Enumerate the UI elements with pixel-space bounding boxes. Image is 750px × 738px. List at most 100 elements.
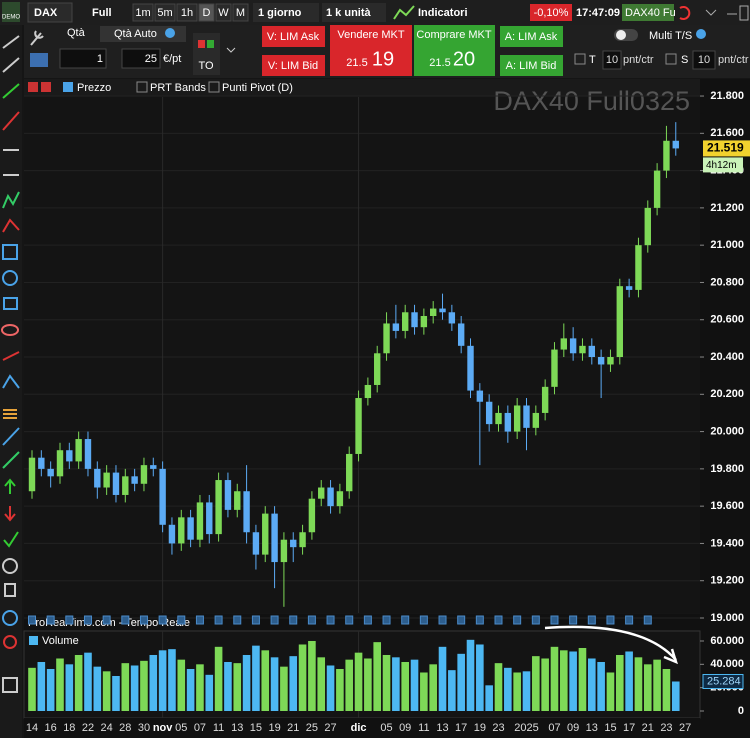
ticker[interactable]: DAX40 Fu xyxy=(625,7,676,19)
volume-bar xyxy=(392,657,400,711)
x-tick-label: 07 xyxy=(194,722,206,734)
legend-icon[interactable] xyxy=(41,82,51,92)
event-icon xyxy=(233,615,242,625)
volume-bar xyxy=(532,656,540,711)
sell-mkt-btn[interactable] xyxy=(330,25,412,76)
buy-lim-bid-btn[interactable] xyxy=(500,55,563,76)
price-panel xyxy=(24,97,700,613)
x-tick-label: 25 xyxy=(306,722,318,734)
buy-lim-ask[interactable]: A: LIM Ask xyxy=(505,31,558,43)
buy-price-suffix[interactable]: 20 xyxy=(453,48,475,70)
qty-auto-box[interactable] xyxy=(100,26,186,42)
legend-bands[interactable]: PRT Bands xyxy=(150,82,206,94)
timeframe-btn[interactable] xyxy=(132,3,154,22)
candle-body xyxy=(383,323,390,354)
x-tick-label: 17 xyxy=(623,722,635,734)
timeframe[interactable]: 5m xyxy=(157,7,172,19)
buy-mkt-btn[interactable] xyxy=(414,25,495,76)
t-value[interactable]: 10 xyxy=(606,54,618,66)
legend-pivot[interactable]: Punti Pivot (D) xyxy=(222,82,293,94)
s-input[interactable] xyxy=(692,50,716,70)
x-tick-label: 30 xyxy=(138,722,150,734)
instrument[interactable]: DAX xyxy=(34,7,58,19)
t-input[interactable] xyxy=(602,50,622,70)
units[interactable]: 1 k unità xyxy=(326,7,372,19)
period[interactable]: 1 giorno xyxy=(258,7,302,19)
qty-input[interactable] xyxy=(59,48,107,69)
indicators[interactable]: Indicatori xyxy=(418,7,468,19)
s-value[interactable]: 10 xyxy=(698,54,710,66)
sell-lim-bid[interactable]: V: LIM Bid xyxy=(268,60,318,72)
timeframe-btn[interactable] xyxy=(198,3,215,22)
y-tick-label: 20.600 xyxy=(710,314,744,326)
y-tick-label: 19.800 xyxy=(710,463,744,475)
timeframe[interactable]: 1h xyxy=(181,7,193,19)
y-tick-label: 40.000 xyxy=(710,658,744,670)
legend-checkbox[interactable] xyxy=(208,81,220,93)
candle-body xyxy=(485,401,493,425)
candle-body xyxy=(364,384,372,399)
s-checkbox[interactable] xyxy=(665,53,677,65)
dropdown[interactable] xyxy=(226,47,236,53)
y-tick-label: 60.000 xyxy=(710,635,744,647)
sell-mkt[interactable]: Vendere MKT xyxy=(337,29,405,41)
timeframe-btn[interactable] xyxy=(232,3,249,22)
legend-icon[interactable] xyxy=(28,82,38,92)
sell-price-suffix[interactable]: 19 xyxy=(372,48,394,70)
qty-auto[interactable]: Qtà Auto xyxy=(114,28,157,40)
timeframe[interactable]: M xyxy=(236,7,245,19)
timeframe[interactable]: W xyxy=(218,7,229,19)
last-volume-box xyxy=(702,673,744,689)
legend-checkbox[interactable] xyxy=(136,81,148,93)
to-box[interactable] xyxy=(193,33,220,75)
volume-bar xyxy=(541,658,549,711)
volume-bar xyxy=(177,659,186,711)
buy-price-prefix[interactable]: 21.5 xyxy=(429,57,450,69)
candle-body xyxy=(653,170,661,208)
candle-body xyxy=(168,524,176,544)
ticker-box[interactable] xyxy=(622,4,674,21)
window-icons[interactable] xyxy=(705,5,749,21)
period-box[interactable] xyxy=(253,3,319,22)
t-checkbox[interactable] xyxy=(574,53,586,65)
to[interactable]: TO xyxy=(198,60,214,72)
legend-swatch[interactable] xyxy=(63,82,73,92)
keyboard-icon[interactable] xyxy=(30,53,48,67)
point-value[interactable]: 25 xyxy=(145,53,157,65)
buy-lim-ask-btn[interactable] xyxy=(500,26,563,47)
candle-body xyxy=(439,308,446,313)
point-value-input[interactable] xyxy=(121,48,161,69)
event-icon xyxy=(587,615,596,625)
legend-price[interactable]: Prezzo xyxy=(77,82,111,94)
volume-bar xyxy=(513,672,521,711)
timeframe-btn[interactable] xyxy=(215,3,232,22)
timeframe-btn[interactable] xyxy=(154,3,176,22)
buy-mkt[interactable]: Comprare MKT xyxy=(416,29,491,41)
refresh-icon[interactable] xyxy=(679,6,691,20)
volume-bar xyxy=(130,665,139,711)
sell-lim-ask-btn[interactable] xyxy=(262,26,325,47)
sell-lim-bid-btn[interactable] xyxy=(262,55,325,76)
volume-bar xyxy=(625,651,633,711)
timeframe[interactable]: D xyxy=(203,7,211,19)
qty[interactable]: 1 xyxy=(97,53,103,65)
countdown: 4h12m xyxy=(706,160,737,171)
x-tick-label: 27 xyxy=(324,722,336,734)
sell-lim-ask[interactable]: V: LIM Ask xyxy=(267,31,320,43)
event-icon xyxy=(121,615,130,625)
sell-price-prefix[interactable]: 21.5 xyxy=(346,57,367,69)
buy-lim-bid[interactable]: A: LIM Bid xyxy=(506,60,557,72)
timeframe-btn[interactable] xyxy=(176,3,198,22)
candle-body xyxy=(271,513,278,563)
y-tick-label: 21.000 xyxy=(710,239,744,251)
units-box[interactable] xyxy=(322,3,386,22)
candle-body xyxy=(75,439,82,462)
timeframe[interactable]: 1m xyxy=(135,7,150,19)
s-label: S xyxy=(681,54,688,66)
volume-bar xyxy=(65,664,74,711)
candle-body xyxy=(429,308,437,317)
to-icon-buy xyxy=(207,40,214,48)
instrument-box[interactable] xyxy=(27,2,73,23)
wrench-icon[interactable] xyxy=(30,30,44,46)
mode[interactable]: Full xyxy=(92,7,112,19)
